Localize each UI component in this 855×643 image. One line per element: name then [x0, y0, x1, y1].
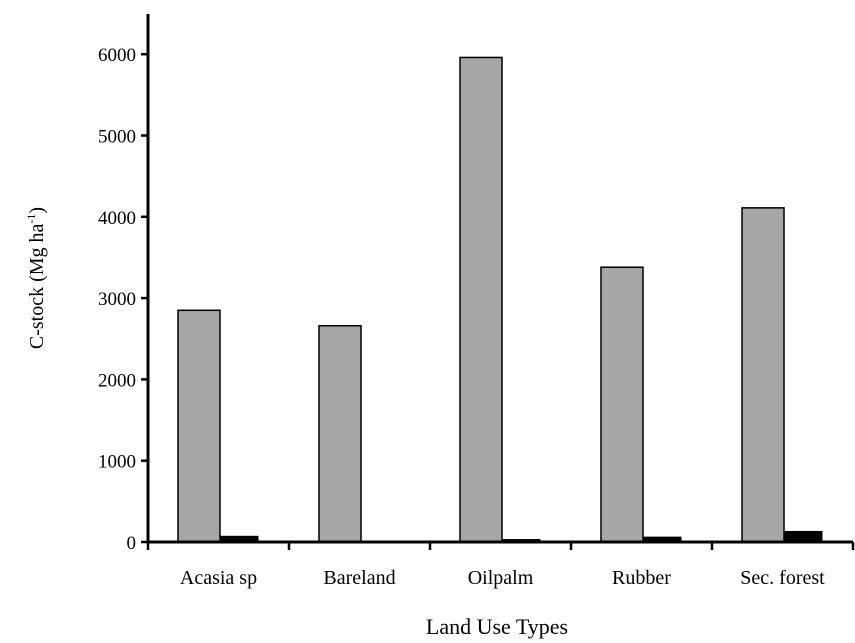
bars-layer: [177, 56, 823, 543]
bar-series-1: [177, 309, 221, 543]
y-axis-title-close: ): [26, 207, 48, 214]
bar-series-1: [318, 324, 362, 543]
x-category-label: Oilpalm: [468, 567, 534, 589]
y-axis-title-superscript: -1: [24, 214, 38, 224]
bar-series-1: [600, 266, 644, 543]
bar-series-1: [459, 56, 503, 543]
axes-layer: [146, 14, 853, 544]
y-tick-label: 4000: [98, 208, 136, 229]
x-category-label: Acasia sp: [180, 567, 257, 589]
ticks-layer: 0 1000 2000 3000 4000 5000 6000 Acasia sp Barela…: [98, 45, 855, 589]
x-category-label: Rubber: [612, 567, 671, 589]
y-axis-title: C-stock (Mg ha-1): [24, 207, 48, 349]
y-tick-label: 1000: [98, 452, 136, 473]
bar-series-1: [741, 207, 785, 543]
bar-series-2: [783, 530, 823, 543]
x-axis-title: Land Use Types: [426, 614, 568, 639]
y-tick-label: 2000: [98, 370, 136, 391]
x-category-label: Bareland: [323, 567, 395, 589]
y-tick-label: 5000: [98, 127, 136, 148]
y-tick-label: 6000: [98, 45, 136, 66]
y-tick-label: 3000: [98, 289, 136, 310]
y-tick-label: 0: [127, 533, 137, 554]
y-axis-title-main: C-stock (Mg ha: [26, 223, 48, 349]
x-category-label: Sec. forest: [740, 567, 825, 589]
